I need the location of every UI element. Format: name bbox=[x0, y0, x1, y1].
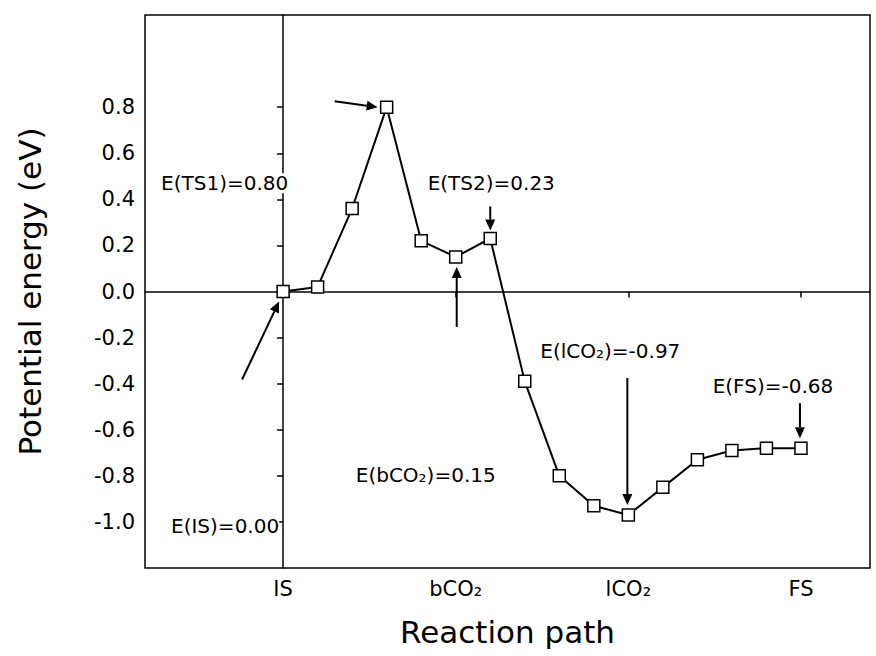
svg-text:0.2: 0.2 bbox=[102, 233, 135, 257]
svg-text:-1.0: -1.0 bbox=[94, 510, 135, 534]
svg-text:0.6: 0.6 bbox=[102, 141, 135, 165]
svg-text:E(TS2)=0.23: E(TS2)=0.23 bbox=[428, 171, 555, 195]
svg-text:E(IS)=0.00: E(IS)=0.00 bbox=[171, 514, 279, 538]
svg-text:0.4: 0.4 bbox=[102, 187, 135, 211]
svg-text:E(TS1)=0.80: E(TS1)=0.80 bbox=[161, 171, 288, 195]
svg-text:-0.8: -0.8 bbox=[94, 464, 135, 488]
svg-text:FS: FS bbox=[788, 577, 813, 601]
svg-text:E(lCO₂)=-0.97: E(lCO₂)=-0.97 bbox=[540, 339, 680, 363]
svg-text:-0.2: -0.2 bbox=[94, 326, 135, 350]
svg-text:lCO₂: lCO₂ bbox=[606, 577, 651, 601]
svg-text:Potential energy (eV): Potential energy (eV) bbox=[12, 128, 48, 456]
svg-text:IS: IS bbox=[273, 577, 293, 601]
svg-text:0.0: 0.0 bbox=[102, 280, 135, 304]
svg-text:-0.6: -0.6 bbox=[94, 418, 135, 442]
svg-text:Reaction path: Reaction path bbox=[400, 614, 615, 650]
svg-text:0.8: 0.8 bbox=[102, 95, 135, 119]
svg-text:E(FS)=-0.68: E(FS)=-0.68 bbox=[713, 374, 834, 398]
svg-text:E(bCO₂)=0.15: E(bCO₂)=0.15 bbox=[356, 463, 496, 487]
svg-text:bCO₂: bCO₂ bbox=[429, 577, 482, 601]
svg-text:-0.4: -0.4 bbox=[94, 372, 135, 396]
